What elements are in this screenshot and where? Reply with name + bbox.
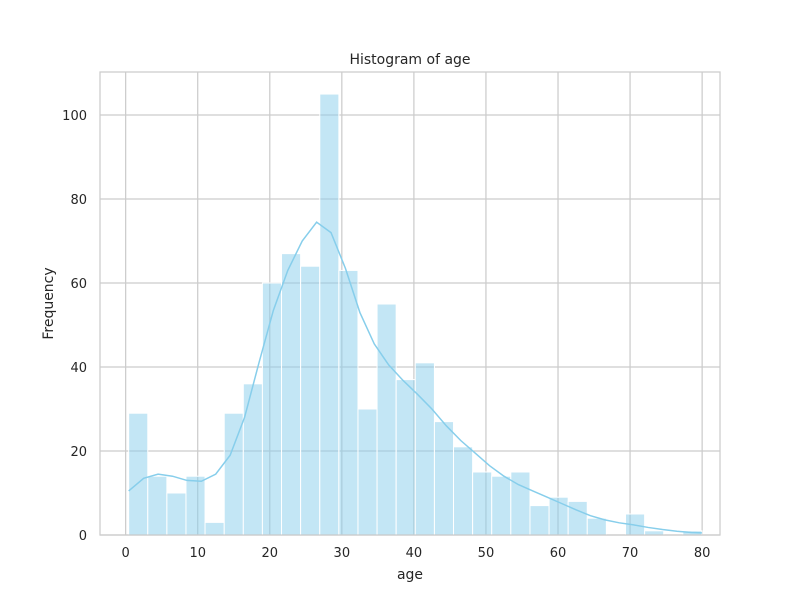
histogram-bar bbox=[529, 505, 550, 536]
histogram-bar bbox=[567, 500, 588, 536]
x-tick-label: 10 bbox=[189, 546, 206, 561]
histogram-bar bbox=[491, 475, 512, 536]
histogram-bar bbox=[376, 303, 397, 536]
histogram-bar bbox=[395, 379, 416, 536]
y-axis-label: Frequency bbox=[41, 267, 57, 339]
x-tick-labels: 0 10 20 30 40 50 60 70 80 bbox=[122, 546, 711, 561]
histogram-bar bbox=[204, 521, 225, 536]
x-tick-label: 60 bbox=[550, 546, 567, 561]
y-tick-label: 20 bbox=[70, 445, 87, 460]
histogram-bar bbox=[414, 362, 435, 536]
histogram-bar bbox=[147, 475, 168, 536]
histogram-bar bbox=[319, 93, 340, 536]
y-tick-label: 40 bbox=[70, 361, 87, 376]
x-tick-label: 80 bbox=[694, 546, 711, 561]
x-tick-label: 40 bbox=[406, 546, 423, 561]
x-tick-label: 0 bbox=[122, 546, 130, 561]
histogram-bar bbox=[586, 517, 607, 536]
plot-area bbox=[99, 71, 721, 536]
chart-title: Histogram of age bbox=[349, 52, 470, 68]
y-tick-label: 0 bbox=[79, 529, 87, 544]
histogram-bar bbox=[433, 421, 455, 536]
histogram-bar bbox=[357, 408, 378, 536]
histogram-bar bbox=[166, 492, 187, 536]
y-tick-label: 80 bbox=[70, 193, 87, 208]
bars bbox=[128, 93, 703, 536]
histogram-bar bbox=[261, 282, 283, 536]
x-tick-label: 20 bbox=[261, 546, 278, 561]
plot-frame bbox=[99, 71, 721, 536]
histogram-bar bbox=[281, 253, 302, 536]
histogram-bar bbox=[453, 446, 474, 536]
histogram-bar bbox=[644, 530, 665, 536]
histogram-bar bbox=[128, 412, 149, 536]
y-tick-label: 100 bbox=[62, 109, 87, 124]
histogram-bar bbox=[300, 265, 321, 536]
histogram-bar bbox=[338, 269, 359, 536]
histogram-bar bbox=[223, 412, 244, 536]
x-tick-label: 50 bbox=[478, 546, 495, 561]
histogram-bar bbox=[242, 383, 263, 536]
y-tick-labels: 0 20 40 60 80 100 bbox=[62, 109, 87, 544]
histogram-bar bbox=[472, 471, 493, 536]
y-tick-label: 60 bbox=[70, 277, 87, 292]
x-tick-label: 70 bbox=[622, 546, 639, 561]
x-axis-label: age bbox=[397, 567, 423, 583]
kde-line bbox=[128, 221, 702, 534]
x-tick-label: 30 bbox=[334, 546, 351, 561]
histogram-bar bbox=[185, 475, 206, 536]
